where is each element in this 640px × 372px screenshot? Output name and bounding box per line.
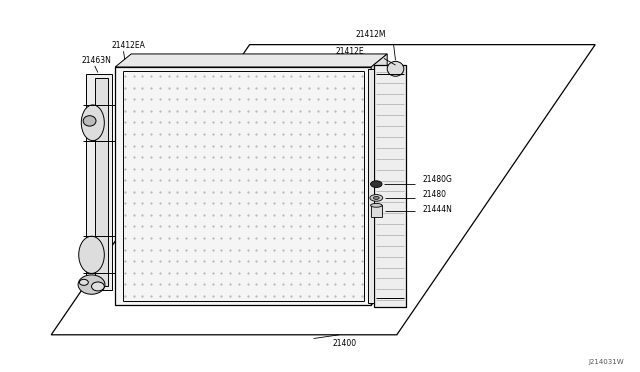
Text: 21463N: 21463N [82,56,112,65]
Polygon shape [371,205,382,217]
Text: 21480: 21480 [422,190,447,199]
Ellipse shape [79,279,88,285]
Polygon shape [115,67,371,305]
Ellipse shape [83,116,96,126]
Polygon shape [368,69,374,303]
Ellipse shape [371,203,382,207]
Text: 21400: 21400 [333,339,357,348]
Polygon shape [95,78,108,286]
Polygon shape [374,65,406,307]
Ellipse shape [387,61,404,76]
Polygon shape [371,54,387,305]
Text: J214031W: J214031W [588,359,624,365]
Polygon shape [51,45,595,335]
Ellipse shape [81,105,104,141]
Ellipse shape [78,275,105,294]
Polygon shape [86,74,112,290]
Text: 21412M: 21412M [355,30,386,39]
Ellipse shape [92,282,104,291]
Ellipse shape [370,195,383,201]
Circle shape [371,181,382,187]
Text: 21412EA: 21412EA [112,41,146,50]
Text: 21412E: 21412E [336,47,365,56]
Ellipse shape [79,236,104,273]
Text: 21444N: 21444N [422,205,452,214]
Ellipse shape [374,196,380,199]
Polygon shape [115,54,387,67]
Text: 21480G: 21480G [422,175,452,184]
